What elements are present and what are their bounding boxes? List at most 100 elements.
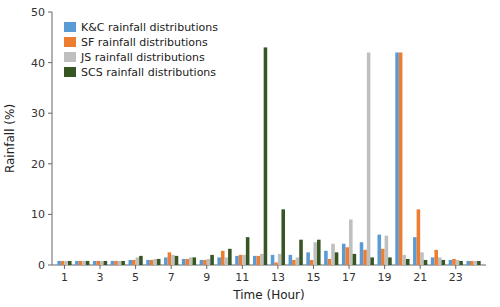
y-tick [48,12,52,13]
bar [128,260,132,265]
x-tick-label: 3 [97,271,104,284]
x-tick [64,265,65,269]
y-tick [48,265,52,266]
bar [93,261,97,265]
x-tick-label: 15 [306,271,320,284]
x-axis-label: Time (Hour) [232,288,304,302]
bar [406,259,410,265]
bar [363,250,367,265]
legend: K&C rainfall distributions SF rainfall di… [58,16,224,85]
bar [104,261,108,265]
bar [200,260,204,265]
bar [157,259,161,265]
x-tick-label: 1 [61,271,68,284]
y-axis-line [52,12,53,265]
bar [466,261,470,265]
bar [331,244,335,265]
x-tick [242,265,243,269]
x-tick-label: 11 [235,271,249,284]
bar [345,247,349,265]
bar [239,255,243,265]
bar [207,259,211,265]
x-tick [420,265,421,269]
y-tick-label: 20 [31,158,45,171]
y-tick-label: 40 [31,57,45,70]
bar [217,257,221,265]
x-tick-label: 23 [449,271,463,284]
bar [442,260,446,265]
bar [242,255,246,265]
bar [449,260,453,265]
y-tick [48,62,52,63]
legend-background [58,16,224,85]
legend-swatch [64,37,76,47]
y-tick [48,113,52,114]
y-tick-label: 10 [31,208,45,221]
bar [306,252,310,265]
bar [121,261,125,265]
bar [136,257,140,265]
bar [296,257,300,265]
bar [474,261,478,265]
x-tick [206,265,207,269]
x-tick-label: 13 [271,271,285,284]
bar [431,257,435,265]
bar [264,47,268,265]
x-tick [135,265,136,269]
bar [385,236,389,265]
bar [395,52,399,265]
bar [420,252,424,265]
chart: 010203040501357911131517192123Time (Hour… [0,0,500,307]
bar [388,257,392,265]
legend-label: JS rainfall distributions [80,51,205,64]
legend-swatch [64,52,76,62]
x-tick [100,265,101,269]
bar [118,261,122,265]
bar [324,251,328,265]
x-tick [171,265,172,269]
bar [260,254,264,265]
x-tick-label: 9 [203,271,210,284]
bar [235,256,239,265]
bar [246,237,250,265]
bar [271,255,275,265]
x-tick-label: 19 [378,271,392,284]
bar [189,257,193,265]
bar [317,240,321,265]
bar [452,259,456,265]
bar [168,252,172,265]
bar [82,261,86,265]
bar [381,249,385,265]
bar [413,237,417,265]
legend-swatch [64,67,76,77]
y-tick [48,163,52,164]
x-tick-label: 5 [132,271,139,284]
bar [86,261,90,265]
legend-label: SCS rainfall distributions [81,66,216,79]
bar [470,261,474,265]
bar [96,261,100,265]
bar [164,257,168,265]
bar [310,260,314,265]
bar [175,256,179,265]
bar [68,261,72,265]
legend-label: K&C rainfall distributions [81,21,218,34]
bar [61,261,65,265]
y-tick-label: 50 [31,6,45,19]
bar [274,262,278,265]
y-tick-label: 0 [38,259,45,272]
bar [434,250,438,265]
bar [171,255,175,265]
bar [221,251,225,265]
legend-swatch [64,22,76,32]
bar [132,260,136,265]
bar [257,256,261,265]
x-tick-label: 21 [413,271,427,284]
legend-label: SF rainfall distributions [81,36,208,49]
bar [477,261,481,265]
bar [75,261,79,265]
bar [139,256,143,265]
bar [185,259,189,265]
bar [292,260,296,265]
bar [281,209,285,265]
